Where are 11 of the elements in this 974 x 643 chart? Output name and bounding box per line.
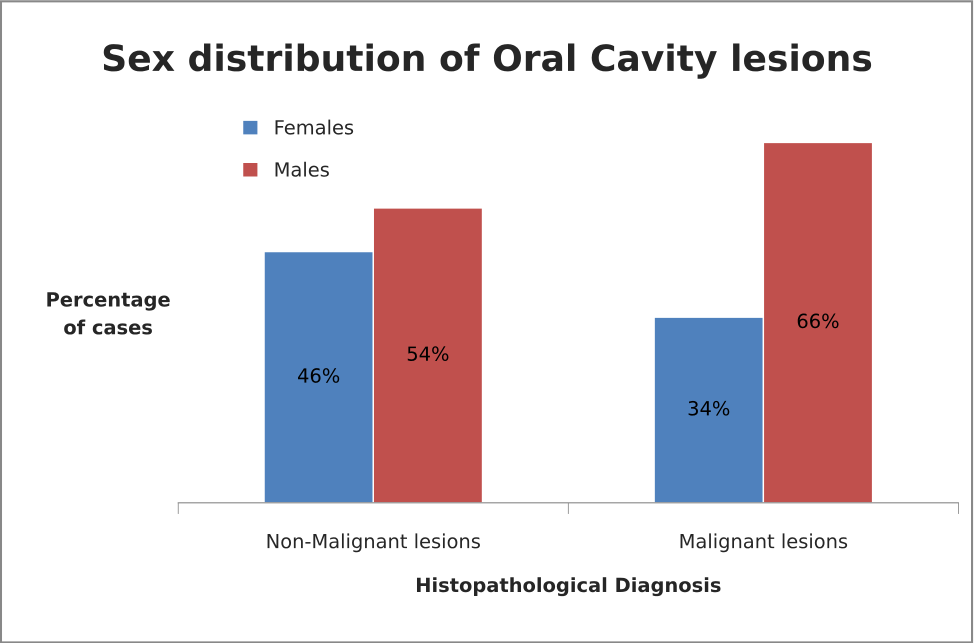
- y-axis-title: Percentage of cases: [47, 292, 170, 335]
- x-tick-label: Malignant lesions: [680, 533, 848, 552]
- legend-label: Males: [276, 162, 329, 177]
- chart-title: Sex distribution of Oral Cavity lesions: [104, 43, 872, 79]
- legend-label: Females: [276, 120, 354, 135]
- data-label: 46%: [298, 368, 340, 383]
- x-tick-label: Non-Malignant lesions: [268, 533, 480, 552]
- x-axis-title: Histopathological Diagnosis: [416, 577, 721, 596]
- data-label: 34%: [688, 400, 730, 416]
- data-label: 54%: [408, 346, 448, 362]
- data-label: 66%: [798, 314, 839, 328]
